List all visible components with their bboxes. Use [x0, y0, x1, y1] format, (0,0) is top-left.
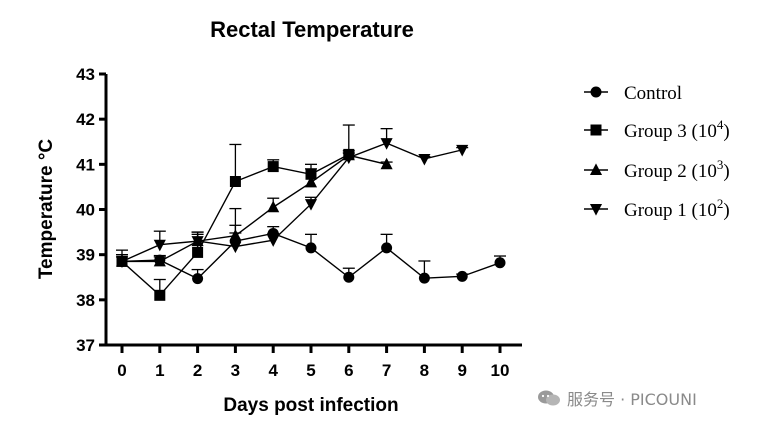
data-point: [456, 270, 468, 282]
chart-title: Rectal Temperature: [210, 17, 414, 42]
x-tick-label: 2: [193, 361, 202, 380]
data-point: [304, 175, 318, 188]
x-tick-label: 6: [344, 361, 353, 380]
x-axis-title: Days post infection: [223, 395, 398, 416]
y-axis-title: Temperature °C: [36, 139, 57, 280]
data-point: [229, 175, 241, 187]
data-point: [380, 157, 393, 170]
x-tick-label: 4: [268, 361, 278, 380]
axes: 37 38 39 40 41 42 43 0 1 2 3 4 5 6 7 8 9 10: [76, 65, 522, 380]
legend-superscript: 2: [717, 196, 724, 211]
x-tick-label: 0: [117, 361, 126, 380]
data-point: [267, 200, 280, 213]
legend-label-text: Group 2 (10: [624, 161, 717, 182]
series-circle: [116, 224, 506, 285]
legend-superscript: 3: [717, 157, 724, 172]
series-triangle-down: [115, 128, 469, 269]
chat-bubbles-icon: [538, 390, 560, 406]
y-tick-label: 40: [76, 201, 95, 220]
legend-label-text: Control: [624, 83, 682, 104]
y-tick-label: 41: [76, 155, 95, 174]
series-line: [121, 142, 463, 263]
data-point: [381, 242, 393, 254]
data-point: [153, 239, 166, 252]
legend-item: Group 1 (102): [584, 196, 730, 221]
legend-close-paren: ): [723, 121, 729, 142]
watermark: 服务号 · PICOUNI: [537, 386, 697, 410]
data-point: [192, 273, 204, 285]
y-tick-label: 38: [76, 291, 95, 310]
data-point: [153, 254, 166, 267]
data-point: [342, 152, 355, 165]
data-point: [380, 138, 393, 150]
legend-item: Group 2 (103): [584, 157, 730, 182]
watermark-text: 服务号 · PICOUNI: [567, 390, 697, 409]
data-point: [456, 144, 469, 157]
legend-label: Group 2 (103): [624, 157, 730, 182]
legend-marker: [589, 163, 603, 175]
y-tick-label: 37: [76, 336, 95, 355]
x-tick-label: 10: [491, 361, 510, 380]
x-tick-label: 8: [420, 361, 429, 380]
series-line: [122, 154, 387, 263]
legend-marker: [590, 86, 602, 98]
data-point: [305, 242, 317, 254]
legend-label-text: Group 3 (10: [624, 121, 717, 142]
legend-label: Group 1 (102): [624, 196, 730, 221]
data-point: [304, 199, 318, 211]
y-tick-label: 42: [76, 110, 95, 129]
data-point: [343, 271, 355, 283]
data-point: [494, 257, 506, 269]
legend-marker: [589, 204, 603, 216]
legend-close-paren: ): [723, 161, 729, 182]
data-point: [154, 289, 166, 301]
legend-superscript: 4: [717, 117, 724, 132]
data-point: [418, 272, 430, 284]
x-tick-label: 3: [231, 361, 240, 380]
legend-label-text: Group 1 (10: [624, 200, 717, 221]
legend-close-paren: ): [723, 200, 729, 221]
data-point: [192, 246, 204, 258]
legend-label: Group 3 (104): [624, 117, 730, 142]
legend-item: Control: [584, 83, 682, 104]
y-tick-label: 39: [76, 246, 95, 265]
data-point: [267, 235, 280, 247]
plot-area: [115, 124, 506, 301]
x-tick-label: 1: [155, 361, 164, 380]
data-point: [115, 256, 129, 269]
x-tick-label: 5: [306, 361, 315, 380]
legend-marker: [590, 124, 602, 136]
data-point: [267, 161, 279, 173]
data-point: [191, 236, 204, 248]
series-triangle-up: [115, 148, 393, 267]
legend-item: Group 3 (104): [584, 117, 730, 142]
y-tick-label: 43: [76, 65, 95, 84]
data-point: [229, 241, 242, 254]
legend-label: Control: [624, 83, 682, 104]
x-tick-label: 9: [457, 361, 466, 380]
x-tick-label: 7: [382, 361, 391, 380]
data-point: [418, 153, 431, 166]
